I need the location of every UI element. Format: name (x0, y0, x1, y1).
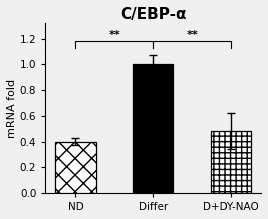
Bar (55, 141, 96, 193)
Y-axis label: mRNA fold: mRNA fold (7, 78, 17, 138)
Bar (211, 131, 251, 193)
Text: **: ** (186, 30, 198, 41)
Bar (133, 64, 173, 193)
Title: C/EBP-α: C/EBP-α (120, 7, 187, 22)
Text: **: ** (109, 30, 120, 41)
